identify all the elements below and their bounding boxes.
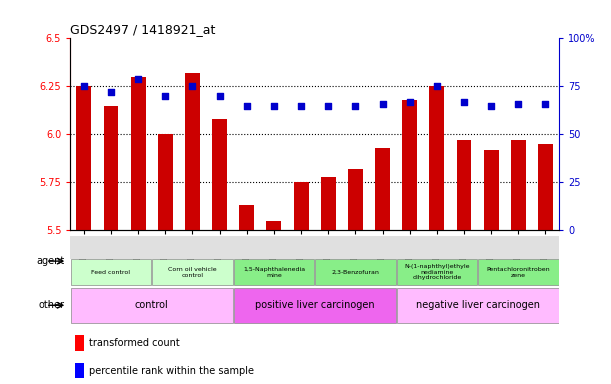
- Bar: [234, 288, 395, 323]
- Bar: [103, 106, 119, 230]
- Text: percentile rank within the sample: percentile rank within the sample: [89, 366, 254, 376]
- Bar: [234, 259, 314, 285]
- Text: 1,5-Naphthalenedia
mine: 1,5-Naphthalenedia mine: [243, 267, 305, 278]
- Bar: [131, 77, 145, 230]
- Bar: [484, 150, 499, 230]
- Point: [242, 103, 252, 109]
- Bar: [71, 259, 151, 285]
- Bar: [240, 205, 254, 230]
- Text: Pentachloronitroben
zene: Pentachloronitroben zene: [486, 267, 550, 278]
- Point: [79, 83, 89, 89]
- Bar: [321, 177, 335, 230]
- Point: [323, 103, 333, 109]
- Bar: [478, 259, 558, 285]
- Bar: [266, 221, 282, 230]
- Text: GDS2497 / 1418921_at: GDS2497 / 1418921_at: [70, 23, 216, 36]
- Text: positive liver carcinogen: positive liver carcinogen: [255, 300, 375, 310]
- Bar: [456, 140, 472, 230]
- Bar: [397, 288, 558, 323]
- Bar: [315, 259, 395, 285]
- Bar: [152, 259, 233, 285]
- Bar: [76, 86, 91, 230]
- Bar: [348, 169, 363, 230]
- Text: N-(1-naphthyl)ethyle
nediamine
dihydrochloride: N-(1-naphthyl)ethyle nediamine dihydroch…: [404, 264, 470, 280]
- Bar: [75, 363, 84, 379]
- Point: [513, 101, 523, 107]
- Point: [106, 89, 116, 95]
- Text: agent: agent: [36, 256, 64, 266]
- Point: [351, 103, 360, 109]
- Point: [486, 103, 496, 109]
- Point: [296, 103, 306, 109]
- Text: other: other: [38, 300, 64, 310]
- Bar: [75, 335, 84, 351]
- Point: [214, 93, 224, 99]
- Text: Corn oil vehicle
control: Corn oil vehicle control: [168, 267, 217, 278]
- Bar: [402, 100, 417, 230]
- Bar: [430, 86, 444, 230]
- Point: [459, 99, 469, 105]
- Bar: [70, 236, 559, 259]
- Bar: [71, 288, 233, 323]
- Point: [188, 83, 197, 89]
- Bar: [158, 134, 173, 230]
- Point: [405, 99, 415, 105]
- Bar: [375, 148, 390, 230]
- Bar: [294, 182, 309, 230]
- Point: [432, 83, 442, 89]
- Text: transformed count: transformed count: [89, 338, 180, 348]
- Bar: [511, 140, 526, 230]
- Text: negative liver carcinogen: negative liver carcinogen: [415, 300, 540, 310]
- Point: [378, 101, 387, 107]
- Point: [541, 101, 551, 107]
- Bar: [397, 259, 477, 285]
- Point: [161, 93, 170, 99]
- Bar: [212, 119, 227, 230]
- Bar: [185, 73, 200, 230]
- Text: Feed control: Feed control: [92, 270, 131, 275]
- Bar: [538, 144, 553, 230]
- Text: 2,3-Benzofuran: 2,3-Benzofuran: [331, 270, 379, 275]
- Point: [269, 103, 279, 109]
- Point: [133, 76, 143, 82]
- Text: control: control: [135, 300, 169, 310]
